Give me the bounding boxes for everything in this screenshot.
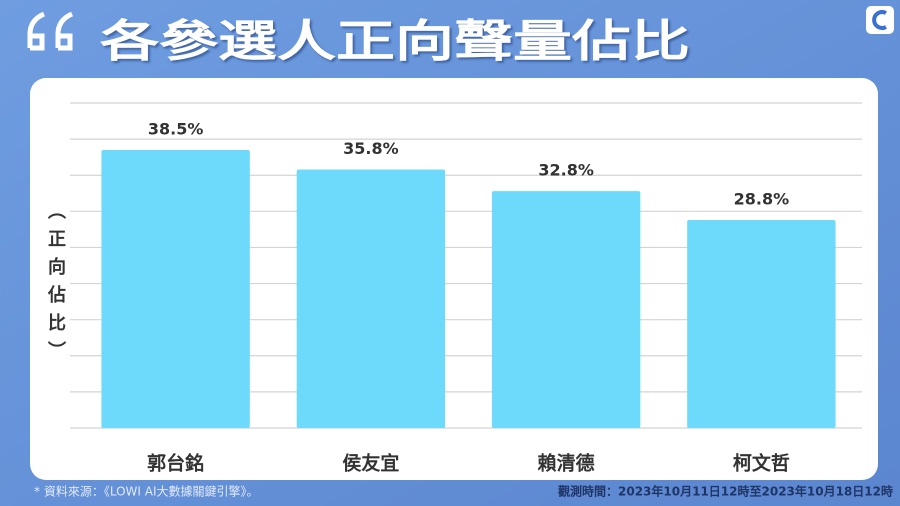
quote-icon [27,11,74,51]
x-tick-label: 侯友宜 [342,452,399,475]
bar [491,191,641,428]
x-tick-label: 郭台銘 [147,452,204,475]
value-label: 28.8% [734,190,790,209]
value-label: 35.8% [343,139,399,158]
source-note: * 資料來源：《LOWI AI大數據關鍵引擎》。 [34,484,259,499]
logo [866,6,894,34]
value-label: 32.8% [538,161,594,180]
value-label: 38.5% [148,119,204,138]
x-tick-label: 賴清德 [538,452,595,475]
bar [687,220,836,428]
period-note: 觀測時間：2023年10月11日12時至2023年10月18日12時 [558,484,893,499]
bar [296,169,446,428]
chart-title: 各參選人正向聲量佔比 [100,16,690,67]
y-axis-label: （正向佔比） [45,201,67,369]
x-tick-label: 柯文哲 [733,452,790,475]
bar [101,149,250,428]
